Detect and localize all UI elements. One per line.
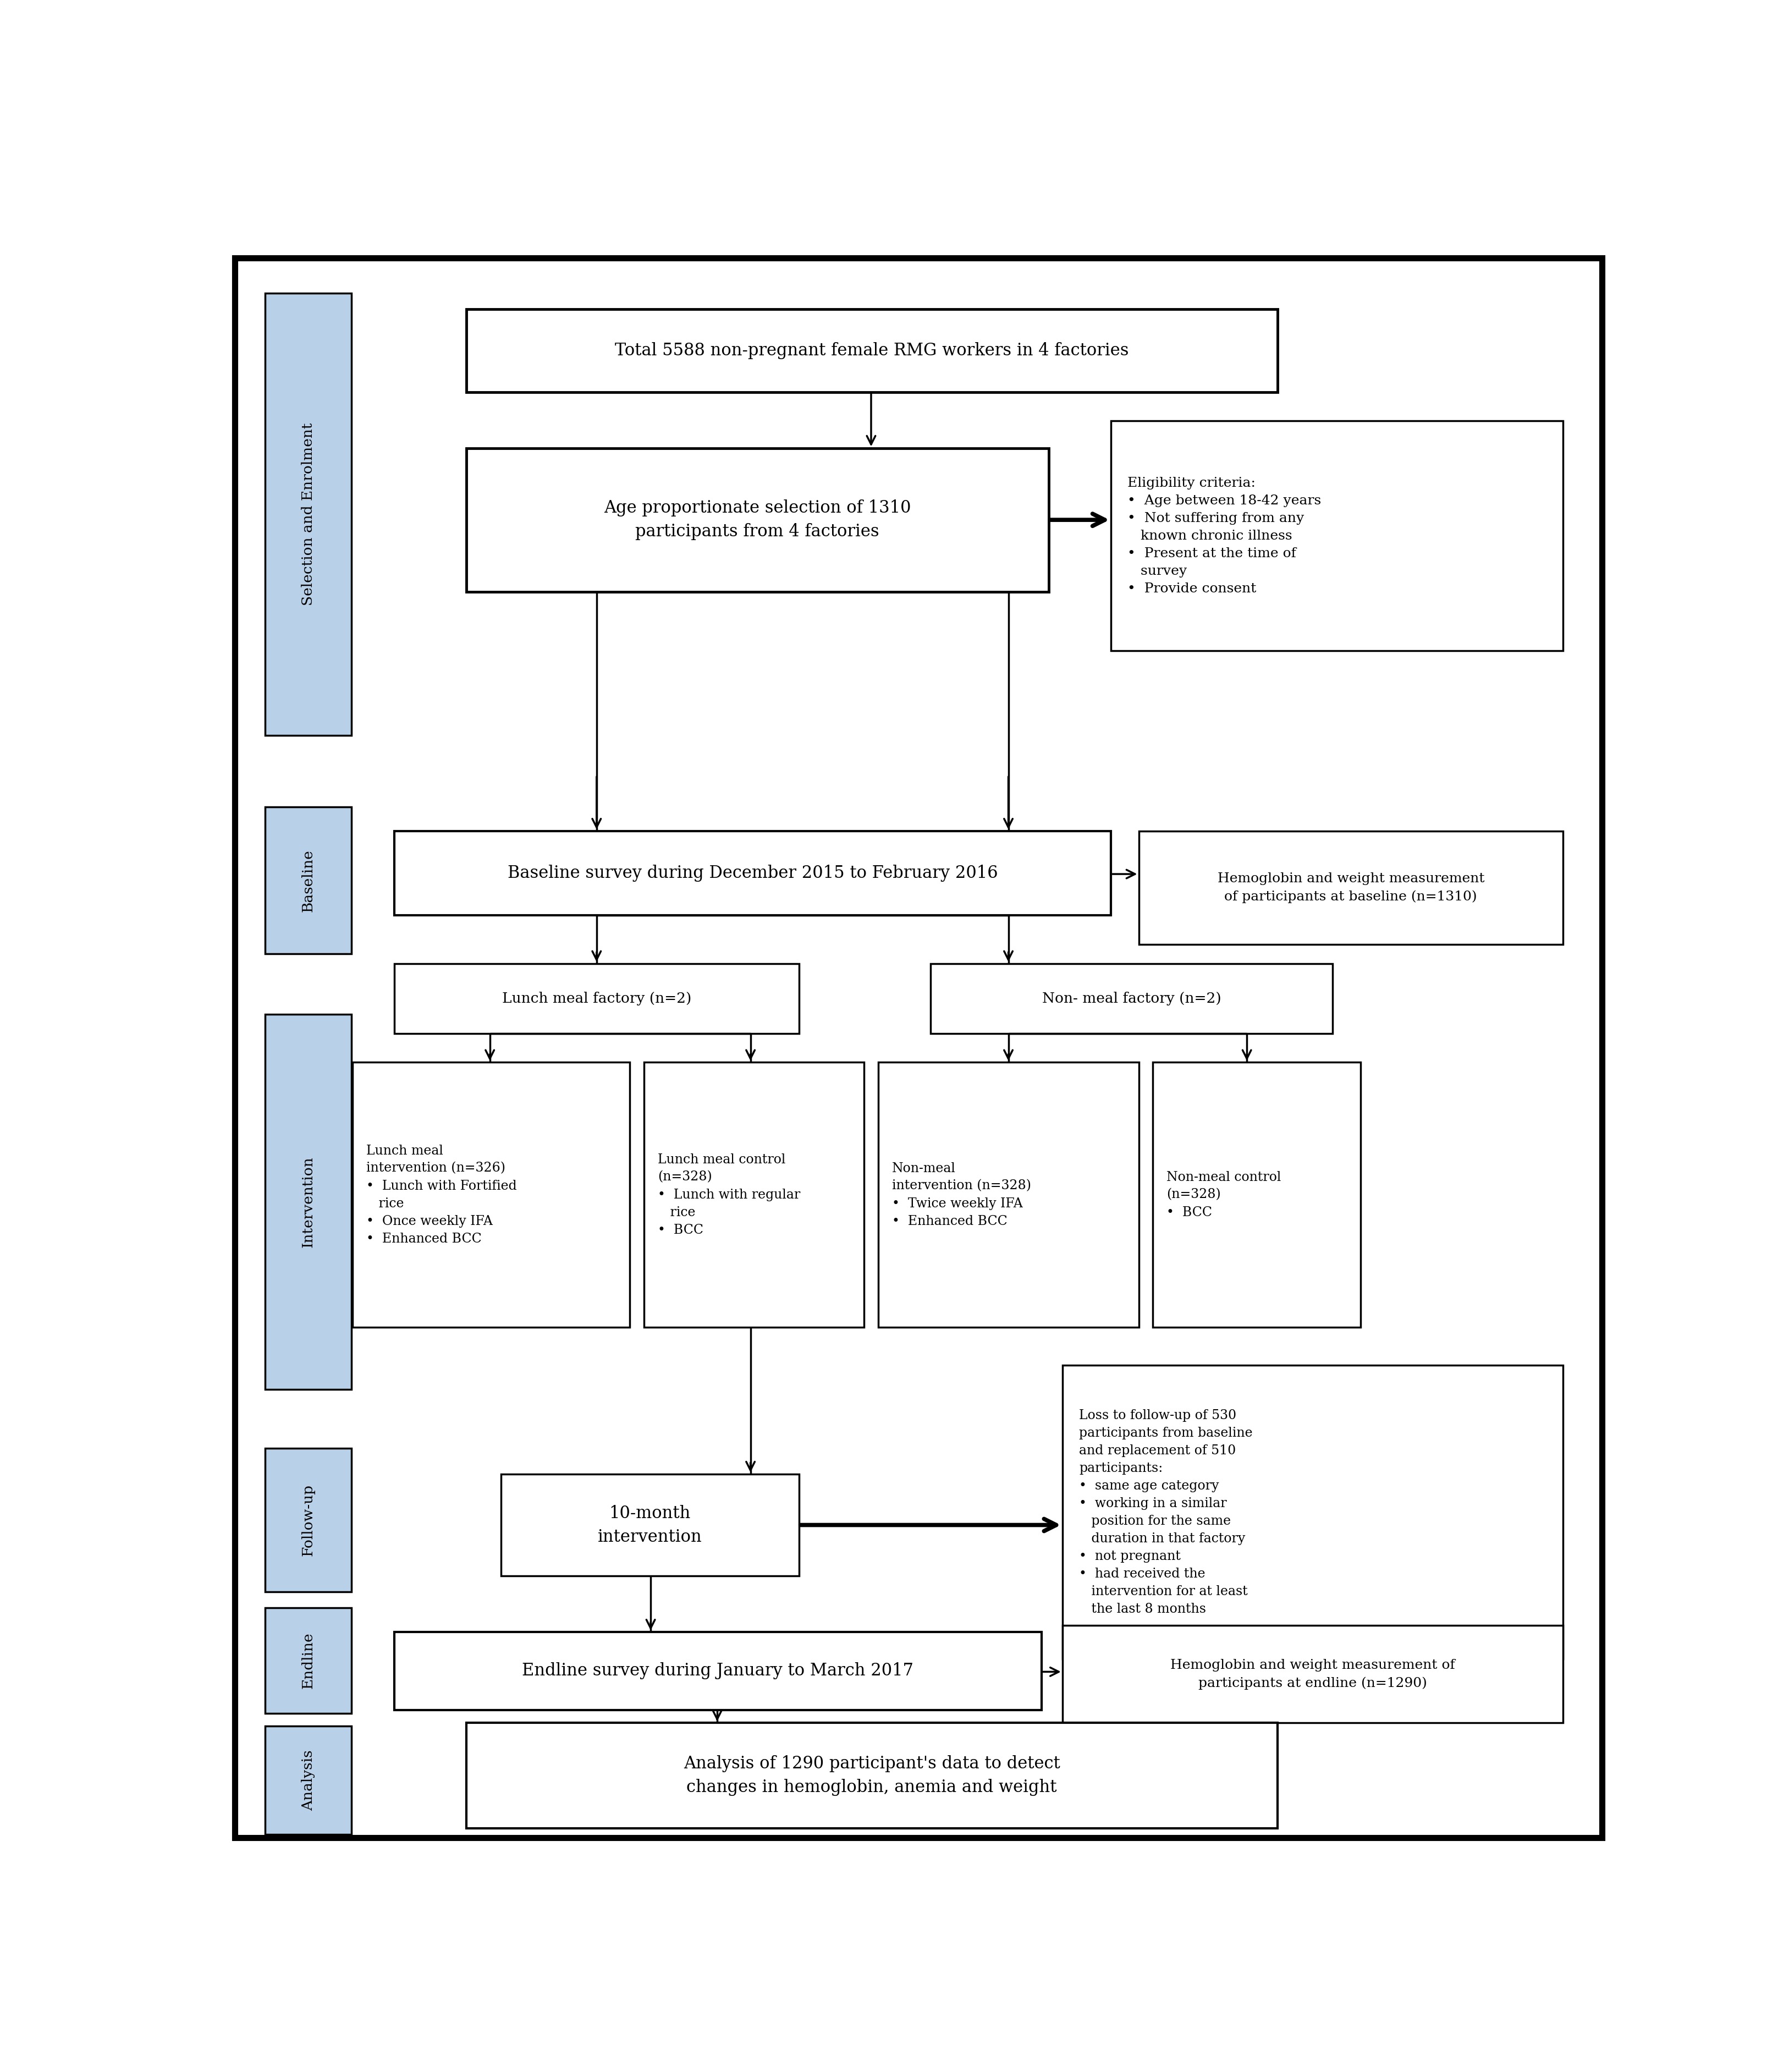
FancyBboxPatch shape <box>265 1015 351 1390</box>
Text: Non-meal
intervention (n=328)
•  Twice weekly IFA
•  Enhanced BCC: Non-meal intervention (n=328) • Twice we… <box>893 1162 1030 1227</box>
Text: Selection and Enrolment: Selection and Enrolment <box>301 423 315 605</box>
Text: Baseline: Baseline <box>301 850 315 912</box>
FancyBboxPatch shape <box>265 294 351 736</box>
FancyBboxPatch shape <box>467 309 1277 392</box>
Text: Analysis of 1290 participant's data to detect
changes in hemoglobin, anemia and : Analysis of 1290 participant's data to d… <box>683 1755 1061 1796</box>
FancyBboxPatch shape <box>1152 1063 1360 1328</box>
FancyBboxPatch shape <box>265 806 351 953</box>
FancyBboxPatch shape <box>265 1608 351 1714</box>
FancyBboxPatch shape <box>352 1063 630 1328</box>
Text: Age proportionate selection of 1310
participants from 4 factories: Age proportionate selection of 1310 part… <box>605 499 911 541</box>
Text: Lunch meal control
(n=328)
•  Lunch with regular
   rice
•  BCC: Lunch meal control (n=328) • Lunch with … <box>658 1154 800 1237</box>
Text: Loss to follow-up of 530
participants from baseline
and replacement of 510
parti: Loss to follow-up of 530 participants fr… <box>1079 1409 1252 1616</box>
FancyBboxPatch shape <box>1063 1627 1564 1722</box>
Text: Analysis: Analysis <box>301 1751 315 1811</box>
FancyBboxPatch shape <box>878 1063 1140 1328</box>
FancyBboxPatch shape <box>467 448 1048 593</box>
Text: Baseline survey during December 2015 to February 2016: Baseline survey during December 2015 to … <box>508 864 998 883</box>
FancyBboxPatch shape <box>394 831 1111 916</box>
Text: Non- meal factory (n=2): Non- meal factory (n=2) <box>1043 992 1222 1005</box>
Text: Endline: Endline <box>301 1633 315 1689</box>
FancyBboxPatch shape <box>234 259 1601 1838</box>
FancyBboxPatch shape <box>394 1633 1041 1709</box>
Text: Lunch meal
intervention (n=326)
•  Lunch with Fortified
   rice
•  Once weekly I: Lunch meal intervention (n=326) • Lunch … <box>367 1144 517 1245</box>
FancyBboxPatch shape <box>1111 421 1564 651</box>
Text: Total 5588 non-pregnant female RMG workers in 4 factories: Total 5588 non-pregnant female RMG worke… <box>615 342 1129 358</box>
Text: Non-meal control
(n=328)
•  BCC: Non-meal control (n=328) • BCC <box>1166 1171 1281 1218</box>
FancyBboxPatch shape <box>394 963 800 1034</box>
Text: Endline survey during January to March 2017: Endline survey during January to March 2… <box>522 1662 914 1680</box>
FancyBboxPatch shape <box>1063 1365 1564 1660</box>
FancyBboxPatch shape <box>930 963 1333 1034</box>
FancyBboxPatch shape <box>1140 831 1564 945</box>
Text: Hemoglobin and weight measurement of
participants at endline (n=1290): Hemoglobin and weight measurement of par… <box>1170 1660 1454 1689</box>
Text: Eligibility criteria:
•  Age between 18-42 years
•  Not suffering from any
   kn: Eligibility criteria: • Age between 18-4… <box>1127 477 1322 595</box>
FancyBboxPatch shape <box>265 1726 351 1834</box>
Text: 10-month
intervention: 10-month intervention <box>598 1504 701 1546</box>
FancyBboxPatch shape <box>265 1448 351 1591</box>
FancyBboxPatch shape <box>501 1473 800 1577</box>
Text: Lunch meal factory (n=2): Lunch meal factory (n=2) <box>503 992 691 1005</box>
Text: Hemoglobin and weight measurement
of participants at baseline (n=1310): Hemoglobin and weight measurement of par… <box>1217 872 1485 903</box>
Text: Intervention: Intervention <box>301 1156 315 1247</box>
FancyBboxPatch shape <box>467 1722 1277 1828</box>
FancyBboxPatch shape <box>644 1063 864 1328</box>
Text: Follow-up: Follow-up <box>301 1484 315 1556</box>
